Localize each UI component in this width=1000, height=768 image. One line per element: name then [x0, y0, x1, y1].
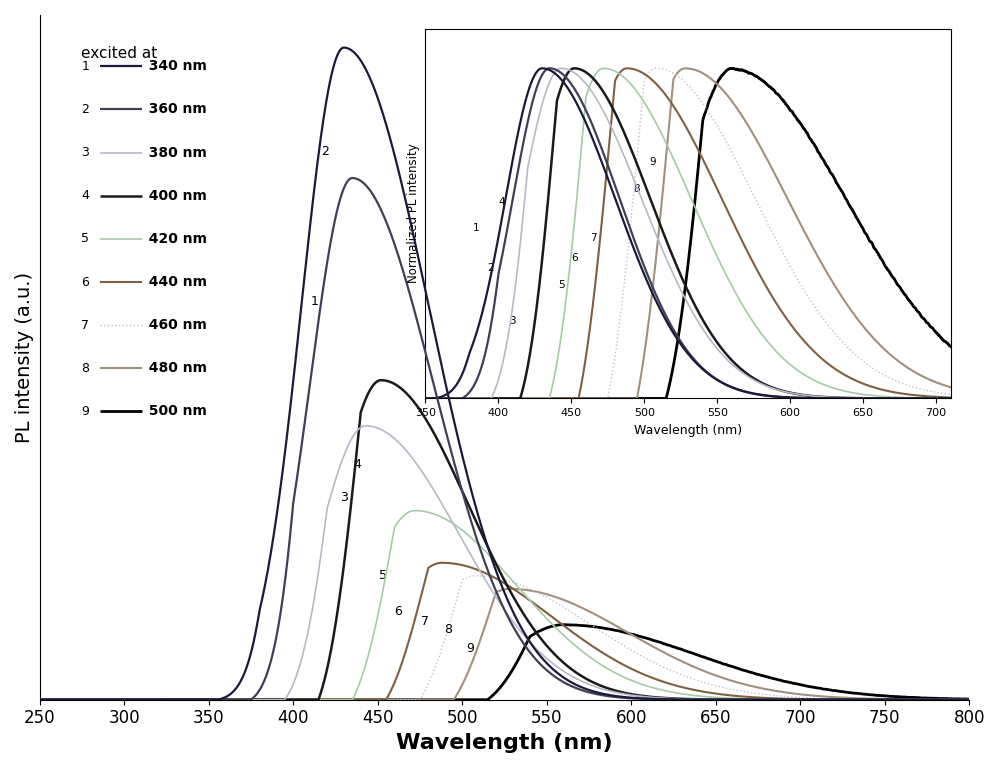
Text: 380 nm: 380 nm [146, 146, 207, 160]
Text: 3: 3 [340, 491, 348, 504]
Text: 500 nm: 500 nm [146, 405, 207, 419]
Text: 8: 8 [445, 623, 453, 636]
Text: 2: 2 [81, 103, 89, 116]
Text: 6: 6 [394, 605, 402, 618]
Text: 5: 5 [81, 233, 89, 246]
Text: 440 nm: 440 nm [146, 275, 207, 289]
Text: 8: 8 [81, 362, 89, 375]
Text: excited at: excited at [81, 46, 158, 61]
Text: 420 nm: 420 nm [146, 232, 207, 246]
Text: 9: 9 [467, 642, 475, 655]
Text: 6: 6 [81, 276, 89, 289]
Text: 3: 3 [81, 146, 89, 159]
Text: 460 nm: 460 nm [146, 318, 207, 333]
Text: 1: 1 [81, 60, 89, 73]
Text: 1: 1 [311, 296, 319, 309]
Text: 4: 4 [353, 458, 361, 472]
Text: 400 nm: 400 nm [146, 189, 207, 203]
Text: 480 nm: 480 nm [146, 361, 207, 376]
Text: 4: 4 [81, 189, 89, 202]
Text: 9: 9 [81, 405, 89, 418]
Text: 340 nm: 340 nm [146, 59, 207, 74]
Y-axis label: PL intensity (a.u.): PL intensity (a.u.) [15, 272, 34, 443]
Text: 7: 7 [421, 615, 429, 628]
Text: 5: 5 [379, 569, 387, 582]
Text: 7: 7 [81, 319, 89, 332]
Text: 360 nm: 360 nm [146, 102, 207, 117]
X-axis label: Wavelength (nm): Wavelength (nm) [396, 733, 613, 753]
Text: 2: 2 [321, 145, 329, 158]
